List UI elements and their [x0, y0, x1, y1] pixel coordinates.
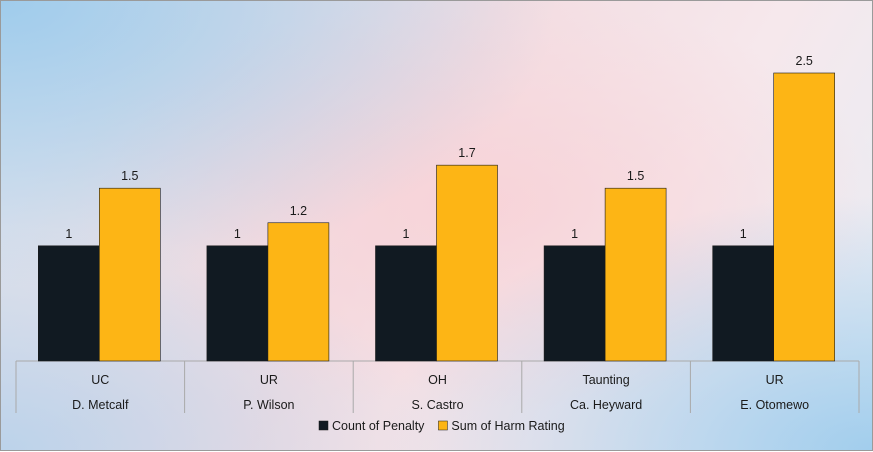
bar-count-of-penalty: [37, 245, 100, 362]
category-label-top: Taunting: [582, 373, 629, 387]
legend-swatch: [318, 420, 329, 431]
bar-count-of-penalty: [206, 245, 269, 362]
data-label: 1: [740, 227, 747, 241]
data-label: 1.5: [627, 169, 644, 183]
data-label: 1: [571, 227, 578, 241]
bar-sum-of-harm-rating: [773, 72, 836, 362]
data-label: 2.5: [796, 54, 813, 68]
category-label-bottom: D. Metcalf: [72, 398, 129, 412]
category-label-top: UC: [91, 373, 109, 387]
bar-sum-of-harm-rating: [99, 187, 161, 362]
bar-sum-of-harm-rating: [604, 187, 667, 362]
bar-sum-of-harm-rating: [267, 222, 330, 362]
category-label-bottom: S. Castro: [411, 398, 463, 412]
category-label-bottom: P. Wilson: [243, 398, 294, 412]
legend-label: Sum of Harm Rating: [451, 419, 564, 433]
data-label: 1: [403, 227, 410, 241]
data-label: 1.7: [458, 146, 475, 160]
bar-count-of-penalty: [375, 245, 437, 362]
bar-sum-of-harm-rating: [436, 164, 498, 362]
data-label: 1.2: [290, 204, 307, 218]
legend-label: Count of Penalty: [332, 419, 425, 433]
legend-swatch: [438, 420, 448, 431]
bar-count-of-penalty: [543, 245, 606, 362]
category-label-top: UR: [260, 373, 278, 387]
category-label-top: UR: [766, 373, 784, 387]
category-label-bottom: Ca. Heyward: [570, 398, 642, 412]
category-label-bottom: E. Otomewo: [740, 398, 809, 412]
bar-count-of-penalty: [712, 245, 775, 362]
data-label: 1: [234, 227, 241, 241]
data-label: 1.5: [121, 169, 138, 183]
category-label-top: OH: [428, 373, 447, 387]
data-label: 1: [65, 227, 72, 241]
